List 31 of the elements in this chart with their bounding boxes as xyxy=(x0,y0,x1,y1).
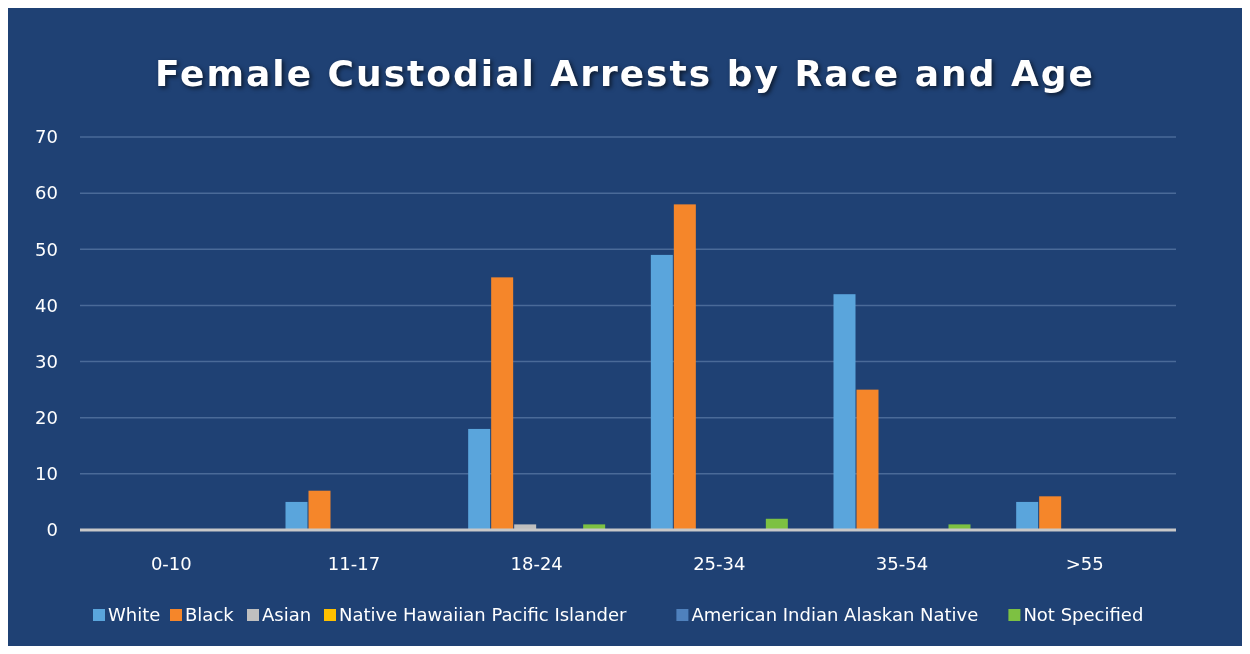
bar xyxy=(1039,496,1062,530)
chart-title: Female Custodial Arrests by Race and Age xyxy=(154,53,1096,94)
y-tick-label: 10 xyxy=(35,463,58,485)
y-tick-label: 30 xyxy=(35,350,58,372)
bar xyxy=(856,389,879,530)
y-tick-label: 60 xyxy=(35,182,58,204)
bar xyxy=(1016,501,1039,530)
legend-label: Black xyxy=(185,604,235,626)
legend-label: White xyxy=(108,604,161,626)
y-tick-label: 20 xyxy=(35,407,58,429)
bar xyxy=(285,501,308,530)
x-tick-label: 35-54 xyxy=(875,553,929,574)
legend-label: Asian xyxy=(262,604,312,626)
x-tick-label: 18-24 xyxy=(510,553,563,574)
y-tick-label: 50 xyxy=(35,238,58,260)
bar xyxy=(833,294,856,530)
x-tick-label: 25-34 xyxy=(693,553,746,574)
bar xyxy=(308,490,331,530)
x-tick-label: 11-17 xyxy=(327,553,381,574)
legend-label: Not Specified xyxy=(1023,604,1144,626)
y-tick-label: 70 xyxy=(35,126,58,148)
legend-label: Native Hawaiian Pacific Islander xyxy=(339,604,628,626)
bar xyxy=(491,277,514,530)
y-tick-label: 40 xyxy=(35,294,58,316)
y-tick-label: 0 xyxy=(46,519,58,541)
bar xyxy=(673,204,696,530)
bar xyxy=(650,254,673,530)
x-tick-label: 0-10 xyxy=(150,553,192,574)
bar xyxy=(468,428,491,530)
x-tick-label: >55 xyxy=(1065,553,1104,574)
legend-label: American Indian Alaskan Native xyxy=(691,604,979,626)
